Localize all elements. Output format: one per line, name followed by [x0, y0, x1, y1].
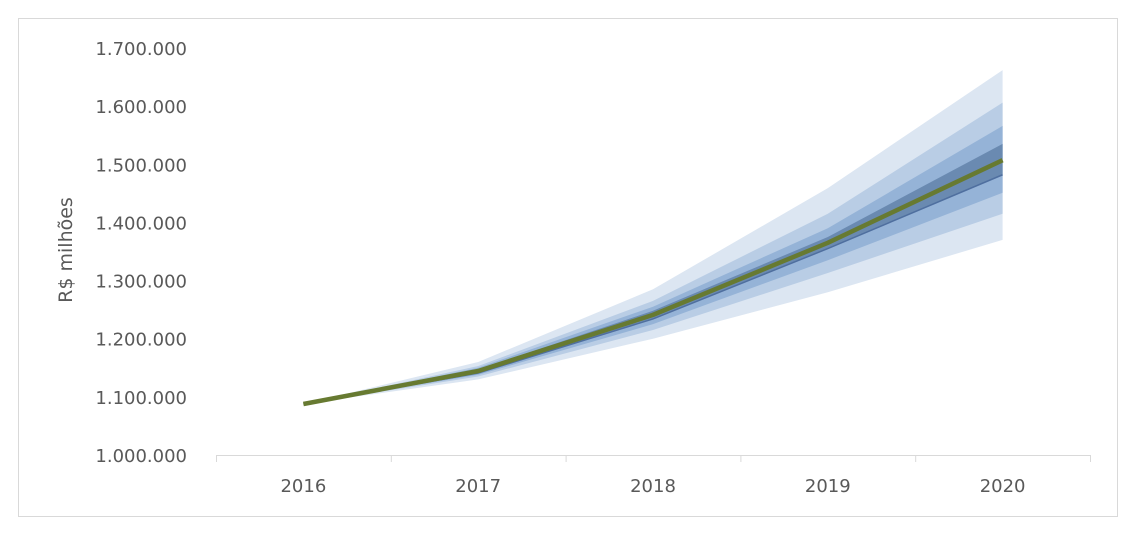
y-tick-label: 1.600.000 [95, 97, 187, 118]
x-tick-label: 2016 [280, 476, 326, 497]
x-tick-label: 2018 [630, 476, 676, 497]
y-tick-label: 1.700.000 [95, 39, 187, 60]
y-tick-label: 1.200.000 [95, 330, 187, 351]
y-tick-label: 1.100.000 [95, 388, 187, 409]
x-tick-label: 2019 [805, 476, 851, 497]
y-tick-label: 1.500.000 [95, 155, 187, 176]
y-tick-label: 1.300.000 [95, 272, 187, 293]
y-tick-label: 1.000.000 [95, 446, 187, 467]
chart-border [19, 19, 1118, 517]
y-axis-title: R$ milhões [55, 197, 77, 303]
x-tick-label: 2020 [980, 476, 1026, 497]
y-tick-label: 1.400.000 [95, 213, 187, 234]
x-tick-label: 2017 [455, 476, 501, 497]
